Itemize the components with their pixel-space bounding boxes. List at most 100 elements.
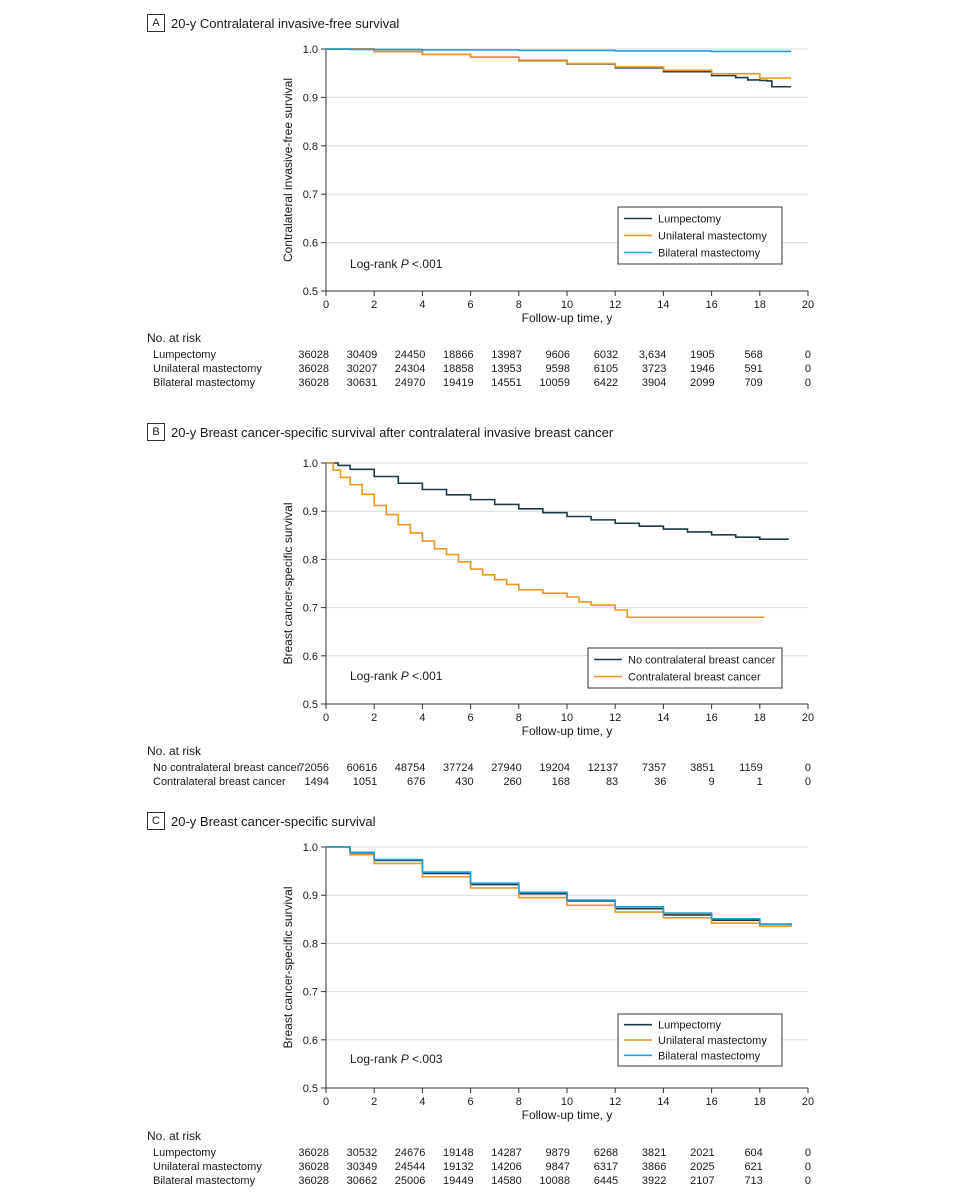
x-tick-label: 18 xyxy=(754,299,766,311)
risk-table-header: No. at risk xyxy=(147,331,202,345)
risk-value: 0 xyxy=(804,1147,811,1159)
x-tick-label: 8 xyxy=(516,1096,522,1108)
risk-value: 24450 xyxy=(394,349,426,361)
x-tick-label: 0 xyxy=(323,1096,329,1108)
y-tick-label: 0.5 xyxy=(303,1083,318,1095)
risk-value: 260 xyxy=(503,776,522,788)
risk-value: 0 xyxy=(804,1175,811,1187)
risk-value: 48754 xyxy=(394,762,426,774)
chart-title: 20-y Breast cancer-specific survival xyxy=(171,813,376,829)
risk-value: 18858 xyxy=(443,363,474,375)
y-axis-title: Contralateral invasive-free survival xyxy=(281,78,295,262)
risk-value: 591 xyxy=(744,363,763,375)
panel-letter: B xyxy=(147,423,165,441)
y-tick-label: 0.6 xyxy=(303,238,318,250)
risk-table-row: Bilateral mastectomy 36028 30631 24970 19419… xyxy=(0,377,960,391)
risk-value: 30349 xyxy=(346,1161,378,1173)
risk-value: 30409 xyxy=(346,349,378,361)
y-tick-label: 0.7 xyxy=(303,603,318,615)
risk-table-row: Lumpectomy 36028 30409 24450 18866 13987 9606 6… xyxy=(0,349,960,363)
x-tick-label: 20 xyxy=(802,299,814,311)
y-tick-label: 0.9 xyxy=(303,506,318,518)
x-tick-label: 8 xyxy=(516,299,522,311)
risk-value: 9879 xyxy=(545,1147,570,1159)
risk-value: 60616 xyxy=(346,762,378,774)
risk-value: 0 xyxy=(804,1161,811,1173)
risk-value: 621 xyxy=(744,1161,763,1173)
x-tick-label: 12 xyxy=(609,712,621,724)
risk-value: 3922 xyxy=(641,1175,667,1187)
x-tick-label: 18 xyxy=(754,1096,766,1108)
risk-row-label: Lumpectomy xyxy=(153,349,216,361)
chart-title: 20-y Contralateral invasive-free surviva… xyxy=(171,15,400,31)
panel-title: C 20-y Breast cancer-specific survival xyxy=(147,811,375,831)
x-tick-label: 16 xyxy=(705,1096,717,1108)
x-tick-label: 4 xyxy=(419,712,425,724)
y-tick-label: 0.9 xyxy=(303,92,318,104)
risk-value: 6105 xyxy=(593,363,619,375)
risk-row-label: Unilateral mastectomy xyxy=(153,363,262,375)
risk-value: 2107 xyxy=(690,1175,715,1187)
x-tick-label: 0 xyxy=(323,712,329,724)
risk-value: 3851 xyxy=(690,762,715,774)
x-axis-title: Follow-up time, y xyxy=(522,724,613,738)
risk-table-row: Contralateral breast cancer 1494 1051 676 43… xyxy=(0,776,960,790)
risk-value: 83 xyxy=(605,776,619,788)
chart-title: 20-y Breast cancer-specific survival aft… xyxy=(171,424,614,440)
chart-a-plot: 0.5 0.6 0.7 0.8 0.9 1.0 0 2 4 6 8 10 12 14 16 18 20 Follo… xyxy=(281,44,814,325)
chart-b-plot: 0.5 0.6 0.7 0.8 0.9 1.0 0 2 4 6 8 10 12 14 16 18 20 Follo… xyxy=(281,458,814,738)
risk-value: 6422 xyxy=(593,377,619,389)
x-tick-label: 14 xyxy=(657,1096,669,1108)
risk-value: 24676 xyxy=(394,1147,426,1159)
risk-value: 168 xyxy=(551,776,570,788)
y-tick-label: 0.8 xyxy=(303,554,318,566)
risk-table-header: No. at risk xyxy=(147,1129,202,1143)
risk-value: 19148 xyxy=(443,1147,474,1159)
risk-value: 30662 xyxy=(346,1175,378,1187)
risk-value: 2021 xyxy=(690,1147,715,1159)
x-tick-label: 14 xyxy=(657,712,669,724)
y-axis-title: Breast cancer-specific survival xyxy=(281,502,295,664)
y-tick-label: 0.8 xyxy=(303,938,318,950)
risk-value: 3,634 xyxy=(638,349,667,361)
risk-value: 19204 xyxy=(539,762,570,774)
risk-value: 0 xyxy=(804,776,811,788)
legend-box xyxy=(587,647,783,689)
y-tick-label: 0.7 xyxy=(303,987,318,999)
x-tick-label: 4 xyxy=(419,1096,425,1108)
risk-value: 1494 xyxy=(304,776,329,788)
risk-value: 36028 xyxy=(298,1175,329,1187)
log-rank-annotation: Log-rank P <.001 xyxy=(350,669,443,683)
y-tick-label: 1.0 xyxy=(303,842,318,854)
series-line xyxy=(326,846,792,926)
y-tick-label: 1.0 xyxy=(303,458,318,470)
risk-value: 604 xyxy=(744,1147,763,1159)
risk-value: 1946 xyxy=(690,363,715,375)
risk-value: 1051 xyxy=(352,776,378,788)
risk-value: 0 xyxy=(804,377,811,389)
legend-label: Unilateral mastectomy xyxy=(658,231,767,243)
log-rank-annotation: Log-rank P <.003 xyxy=(350,1052,443,1066)
risk-row-label: Bilateral mastectomy xyxy=(153,1175,256,1187)
risk-value: 19419 xyxy=(443,377,474,389)
risk-value: 9598 xyxy=(545,363,570,375)
risk-value: 24970 xyxy=(394,377,426,389)
risk-value: 1159 xyxy=(739,762,763,774)
x-tick-label: 16 xyxy=(705,712,717,724)
legend-label: Contralateral breast cancer xyxy=(628,672,761,684)
risk-value: 9 xyxy=(708,776,715,788)
risk-value: 37724 xyxy=(443,762,474,774)
x-tick-label: 6 xyxy=(468,299,474,311)
risk-value: 14551 xyxy=(491,377,522,389)
y-tick-label: 0.7 xyxy=(303,189,318,201)
x-tick-label: 2 xyxy=(371,299,377,311)
risk-value: 1905 xyxy=(690,349,715,361)
log-rank-annotation: Log-rank P <.001 xyxy=(350,257,443,271)
x-tick-label: 10 xyxy=(561,712,573,724)
y-axis-title: Breast cancer-specific survival xyxy=(281,886,295,1048)
risk-value: 19449 xyxy=(443,1175,474,1187)
x-axis-title: Follow-up time, y xyxy=(522,1108,613,1122)
risk-value: 3821 xyxy=(641,1147,667,1159)
risk-value: 1 xyxy=(756,776,763,788)
risk-table-row: Unilateral mastectomy 36028 30207 24304 1885… xyxy=(0,363,960,377)
